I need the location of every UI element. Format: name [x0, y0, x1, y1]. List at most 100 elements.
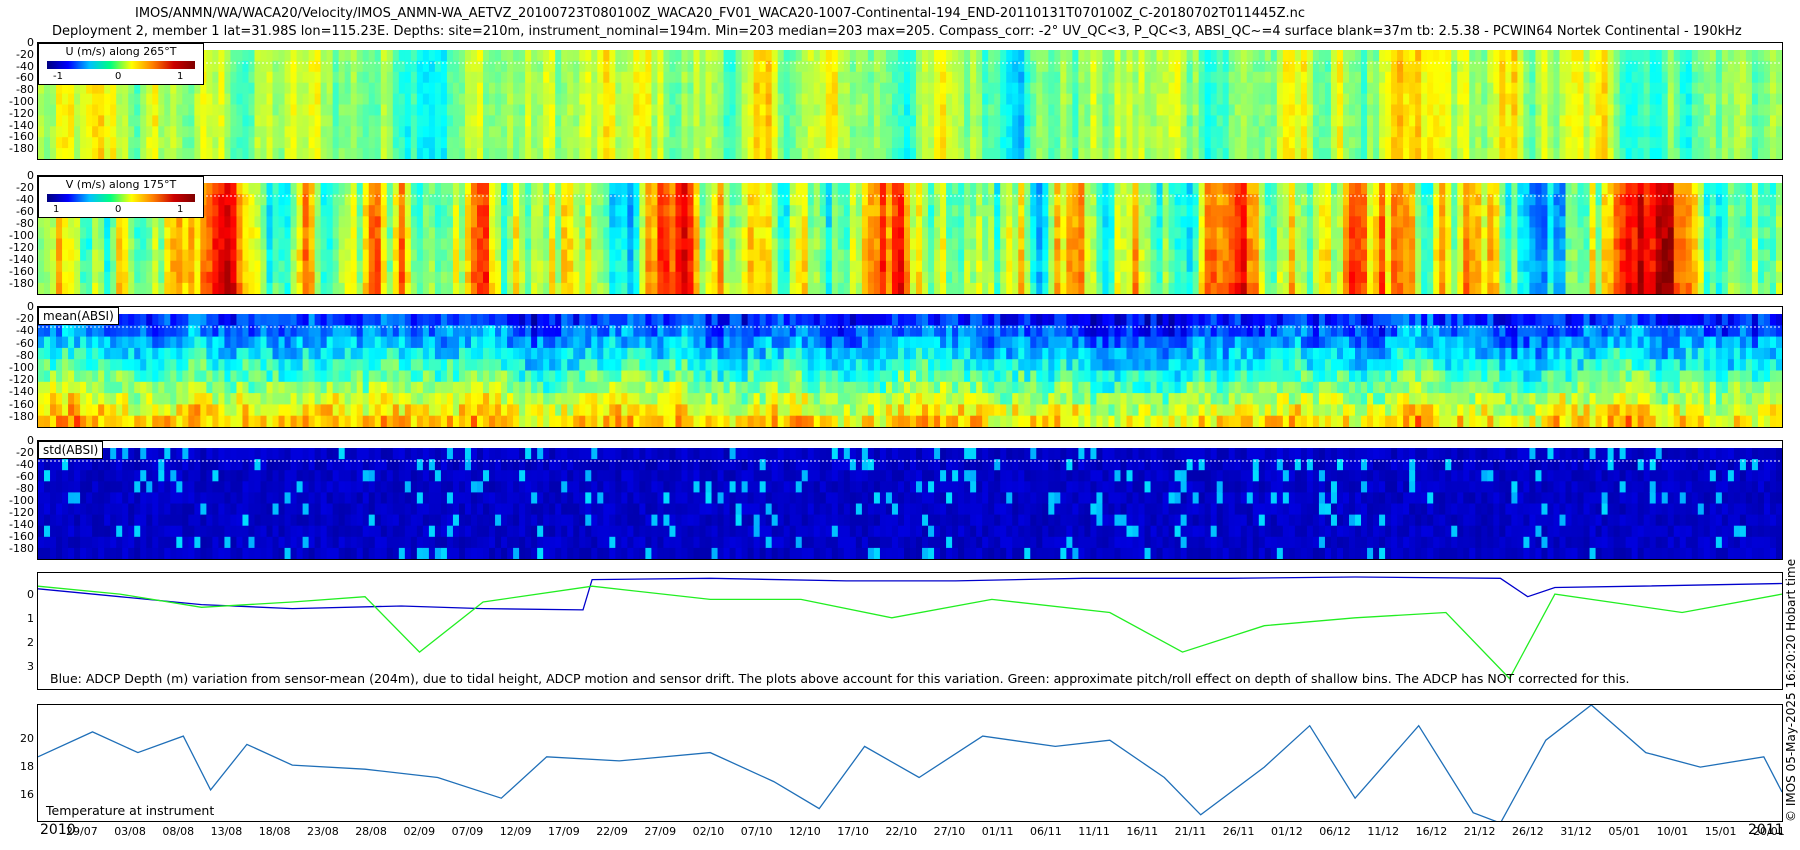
- heatmap-cell: [1619, 71, 1627, 84]
- heatmap-cell: [964, 260, 971, 273]
- heatmap-cell: [1162, 115, 1170, 127]
- heatmap-cell: [783, 60, 791, 73]
- heatmap-cell: [916, 104, 923, 116]
- heatmap-cell: [513, 194, 520, 206]
- heatmap-cell: [1174, 194, 1182, 206]
- heatmap-cell: [916, 93, 923, 106]
- heatmap-cell: [1078, 93, 1085, 106]
- heatmap-cell: [1703, 82, 1711, 95]
- heatmap-cell: [242, 50, 250, 62]
- heatmap-cell: [1120, 249, 1128, 262]
- heatmap-cell: [988, 60, 995, 73]
- heatmap-cell: [344, 194, 352, 206]
- heatmap-cell: [1505, 137, 1512, 149]
- heatmap-cell: [440, 282, 448, 294]
- heatmap-cell: [332, 82, 340, 95]
- heatmap-cell: [910, 282, 917, 294]
- heatmap-cell: [80, 104, 87, 116]
- heatmap-cell: [964, 271, 971, 284]
- heatmap-cell: [1060, 260, 1067, 273]
- heatmap-cell: [1138, 93, 1146, 106]
- heatmap-cell: [122, 260, 129, 273]
- heatmap-cell: [555, 137, 562, 149]
- heatmap-cell: [495, 183, 502, 195]
- heatmap-cell: [1198, 148, 1206, 159]
- heatmap-cell: [988, 183, 995, 195]
- heatmap-cell: [470, 93, 478, 106]
- heatmap-cell: [651, 271, 659, 284]
- heatmap-cell: [813, 238, 821, 251]
- heatmap-cell: [1030, 50, 1037, 62]
- heatmap-cell: [1120, 282, 1128, 294]
- heatmap-cell: [675, 194, 683, 206]
- heatmap-cell: [1036, 148, 1043, 159]
- heatmap-cell: [1186, 282, 1194, 294]
- heatmap-cell: [290, 93, 298, 106]
- heatmap-cell: [98, 260, 105, 273]
- heatmap-cell: [729, 104, 737, 116]
- heatmap-cell: [146, 249, 153, 262]
- heatmap-cell: [735, 71, 743, 84]
- heatmap-cell: [982, 194, 989, 206]
- heatmap-cell: [338, 249, 346, 262]
- heatmap-cell: [236, 260, 244, 273]
- heatmap-cell: [1583, 104, 1591, 116]
- heatmap-cell: [885, 183, 893, 195]
- heatmap-cell: [765, 205, 773, 217]
- heatmap-cell: [1523, 93, 1531, 106]
- heatmap-cell: [1180, 238, 1188, 251]
- heatmap-cell: [356, 260, 364, 273]
- heatmap-cell: [1469, 115, 1476, 127]
- heatmap-cell: [188, 137, 195, 149]
- heatmap-cell: [68, 271, 75, 284]
- heatmap-cell: [1240, 93, 1248, 106]
- heatmap-cell: [410, 205, 418, 217]
- heatmap-cell: [74, 82, 81, 95]
- heatmap-cell: [1018, 137, 1025, 149]
- heatmap-cell: [489, 104, 496, 116]
- heatmap-cell: [326, 282, 334, 294]
- heatmap-cell: [374, 227, 382, 240]
- heatmap-cell: [302, 148, 310, 159]
- heatmap-cell: [1030, 216, 1037, 228]
- heatmap-cell: [783, 194, 791, 206]
- heatmap-cell: [362, 137, 370, 149]
- heatmap-cell: [452, 148, 460, 159]
- heatmap-cell: [1631, 137, 1639, 149]
- heatmap-cell: [1433, 137, 1440, 149]
- heatmap-cell: [1727, 148, 1735, 159]
- heatmap-cell: [344, 104, 352, 116]
- heatmap-cell: [501, 148, 508, 159]
- heatmap-cell: [843, 60, 851, 73]
- heatmap-cell: [561, 183, 568, 195]
- heatmap-cell: [1096, 137, 1104, 149]
- heatmap-cell: [1024, 71, 1031, 84]
- heatmap-cell: [1060, 271, 1067, 284]
- heatmap-cell: [212, 93, 220, 106]
- heatmap-cell: [573, 282, 580, 294]
- heatmap-cell: [428, 93, 436, 106]
- heatmap-cell: [819, 194, 827, 206]
- heatmap-cell: [1054, 238, 1061, 251]
- heatmap-cell: [1661, 104, 1669, 116]
- heatmap-cell: [819, 50, 827, 62]
- heatmap-cell: [332, 115, 340, 127]
- heatmap-cell: [1415, 82, 1422, 95]
- heatmap-cell: [795, 271, 803, 284]
- heatmap-cell: [1288, 238, 1296, 251]
- heatmap-cell: [128, 260, 135, 273]
- heatmap-cell: [386, 194, 394, 206]
- heatmap-cell: [74, 104, 81, 116]
- heatmap-cell: [519, 216, 526, 228]
- heatmap-cell: [753, 249, 761, 262]
- heatmap-cell: [891, 60, 899, 73]
- heatmap-cell: [1204, 148, 1212, 159]
- heatmap-cell: [1024, 60, 1031, 73]
- heatmap-cell: [759, 93, 767, 106]
- heatmap-cell: [1721, 137, 1729, 149]
- heatmap-cell: [543, 227, 550, 240]
- heatmap-cell: [825, 238, 833, 251]
- heatmap-cell: [1066, 194, 1073, 206]
- heatmap-cell: [537, 260, 544, 273]
- heatmap-cell: [928, 148, 935, 159]
